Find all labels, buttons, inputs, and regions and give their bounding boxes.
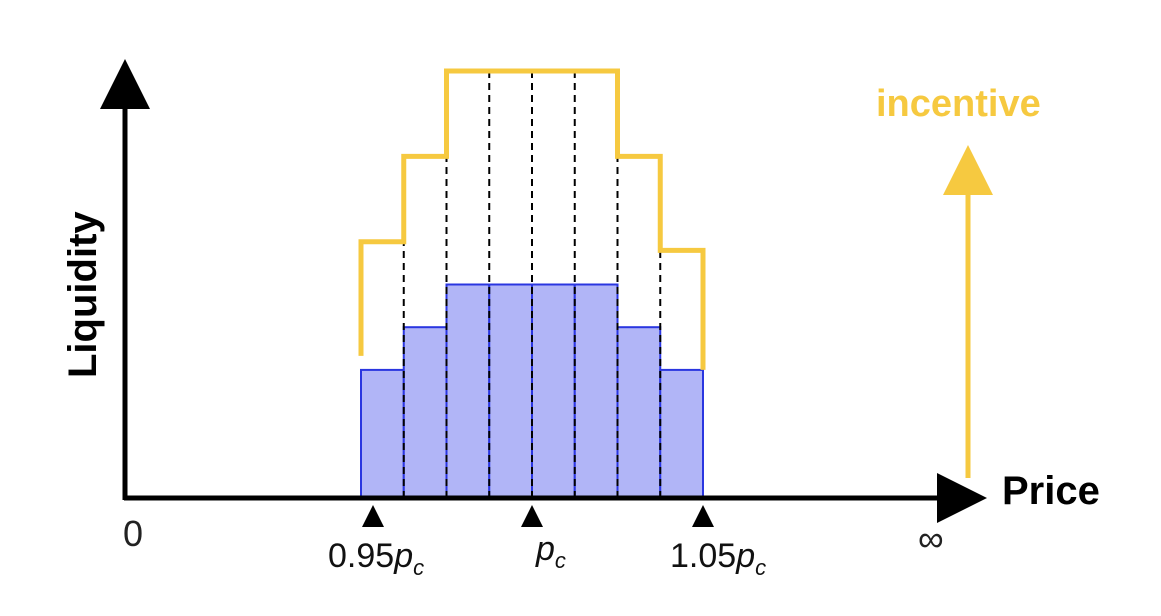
price-markers bbox=[362, 505, 714, 527]
price-marker-center bbox=[521, 505, 543, 527]
liquidity-bar-8 bbox=[659, 368, 704, 499]
tick-label-low-var: p bbox=[393, 537, 413, 575]
liquidity-bar-7 bbox=[616, 326, 662, 500]
tick-label-low-coef: 0.95 bbox=[328, 537, 394, 575]
tick-label-high-var: p bbox=[735, 537, 755, 575]
y-axis-label: Liquidity bbox=[61, 211, 105, 378]
bin-dividers bbox=[402, 71, 662, 498]
origin-label: 0 bbox=[123, 513, 143, 554]
x-axis-label: Price bbox=[1002, 469, 1100, 513]
liquidity-bar-3 bbox=[445, 283, 491, 499]
infinity-label: ∞ bbox=[918, 518, 944, 559]
liquidity-bar-2 bbox=[402, 326, 448, 500]
tick-label-center-var: p bbox=[535, 530, 555, 568]
tick-label-high-sub: c bbox=[755, 555, 766, 580]
liquidity-bar-6 bbox=[573, 283, 619, 499]
incentive-step-line bbox=[358, 68, 706, 370]
liquidity-bars bbox=[360, 283, 704, 500]
price-marker-low bbox=[362, 505, 384, 527]
liquidity-bar-1 bbox=[360, 368, 405, 499]
tick-label-low: 0.95pc bbox=[328, 537, 424, 580]
tick-label-high: 1.05pc bbox=[670, 537, 766, 580]
liquidity-bar-4 bbox=[488, 283, 533, 499]
tick-label-high-coef: 1.05 bbox=[670, 537, 736, 575]
liquidity-bar-5 bbox=[531, 283, 576, 499]
tick-label-center: pc bbox=[535, 530, 566, 573]
tick-label-center-sub: c bbox=[555, 548, 566, 573]
incentive-label: incentive bbox=[876, 83, 1041, 125]
price-marker-high bbox=[692, 505, 714, 527]
tick-label-low-sub: c bbox=[413, 555, 424, 580]
